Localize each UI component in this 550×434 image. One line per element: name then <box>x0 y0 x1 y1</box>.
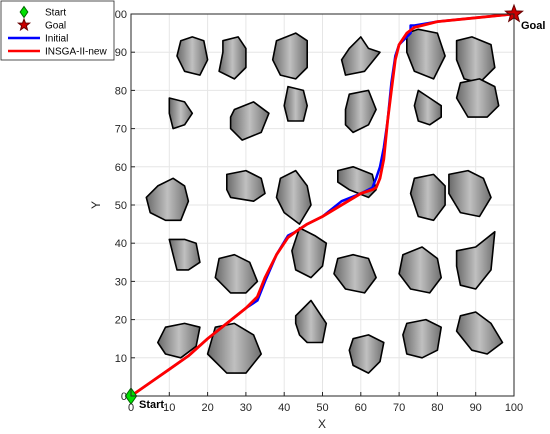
obstacle <box>168 238 201 271</box>
obstacle <box>455 36 496 84</box>
x-tick-label: 60 <box>355 402 367 414</box>
legend-entry-label: Start <box>45 8 66 19</box>
obstacle <box>157 322 201 359</box>
obstacle <box>405 28 446 80</box>
obstacle <box>176 36 209 76</box>
legend: Start Goal Initial INSGA-II-new <box>0 0 115 61</box>
obstacle <box>168 97 194 130</box>
x-tick-label: 50 <box>316 402 328 414</box>
x-axis-label: X <box>318 417 326 431</box>
obstacle <box>271 32 309 80</box>
legend-goal-icon <box>16 17 32 32</box>
ticks: 0 10 20 30 40 50 60 70 80 90 100 0 10 20 30 40 50 60 70 80 9… <box>109 9 524 414</box>
goal-annotation: Goal <box>521 20 545 32</box>
obstacle <box>398 246 443 294</box>
x-tick-label: 40 <box>278 402 290 414</box>
obstacle <box>145 177 190 222</box>
x-tick-label: 10 <box>163 402 175 414</box>
x-tick-label: 70 <box>393 402 405 414</box>
x-tick-label: 90 <box>470 402 482 414</box>
obstacle <box>218 36 247 80</box>
obstacle <box>409 173 446 222</box>
obstacle <box>340 36 381 76</box>
x-tick-label: 0 <box>128 402 134 414</box>
y-tick-label: 0 <box>121 391 127 403</box>
obstacle <box>226 169 266 202</box>
obstacle <box>348 334 385 374</box>
series-line-insga-ii-new <box>129 12 516 398</box>
y-tick-label: 20 <box>115 315 127 327</box>
obstacle <box>333 253 377 294</box>
obstacle <box>413 89 443 126</box>
obstacle <box>206 322 263 374</box>
y-tick-label: 10 <box>115 353 127 365</box>
x-tick-label: 30 <box>240 402 252 414</box>
obstacle <box>283 85 309 122</box>
obstacle <box>455 78 500 118</box>
y-tick-label: 50 <box>115 200 127 212</box>
legend-entry-label: Initial <box>45 34 68 45</box>
obstacle <box>275 169 312 225</box>
x-tick-label: 80 <box>431 402 443 414</box>
obstacle <box>448 169 492 218</box>
y-tick-label: 40 <box>115 238 127 250</box>
y-tick-label: 80 <box>115 85 127 97</box>
legend-entry-label: INSGA-II-new <box>45 47 107 58</box>
y-tick-label: 90 <box>115 47 127 59</box>
obstacle <box>294 299 328 344</box>
series-lines <box>129 12 516 398</box>
y-tick-label: 60 <box>115 162 127 174</box>
obstacle <box>344 89 377 134</box>
obstacle <box>229 101 270 141</box>
obstacle <box>402 318 443 359</box>
y-tick-label: 70 <box>115 124 127 136</box>
x-tick-label: 100 <box>505 402 523 414</box>
obstacles <box>145 28 504 374</box>
obstacle <box>455 230 496 290</box>
y-axis-label: Y <box>89 201 103 209</box>
x-tick-label: 20 <box>201 402 213 414</box>
obstacle <box>455 311 504 355</box>
obstacle <box>214 253 259 294</box>
obstacle <box>291 227 328 279</box>
legend-start-icon <box>19 5 29 19</box>
y-tick-label: 30 <box>115 276 127 288</box>
start-annotation: Start <box>139 399 164 411</box>
legend-entry-label: Goal <box>45 21 66 32</box>
